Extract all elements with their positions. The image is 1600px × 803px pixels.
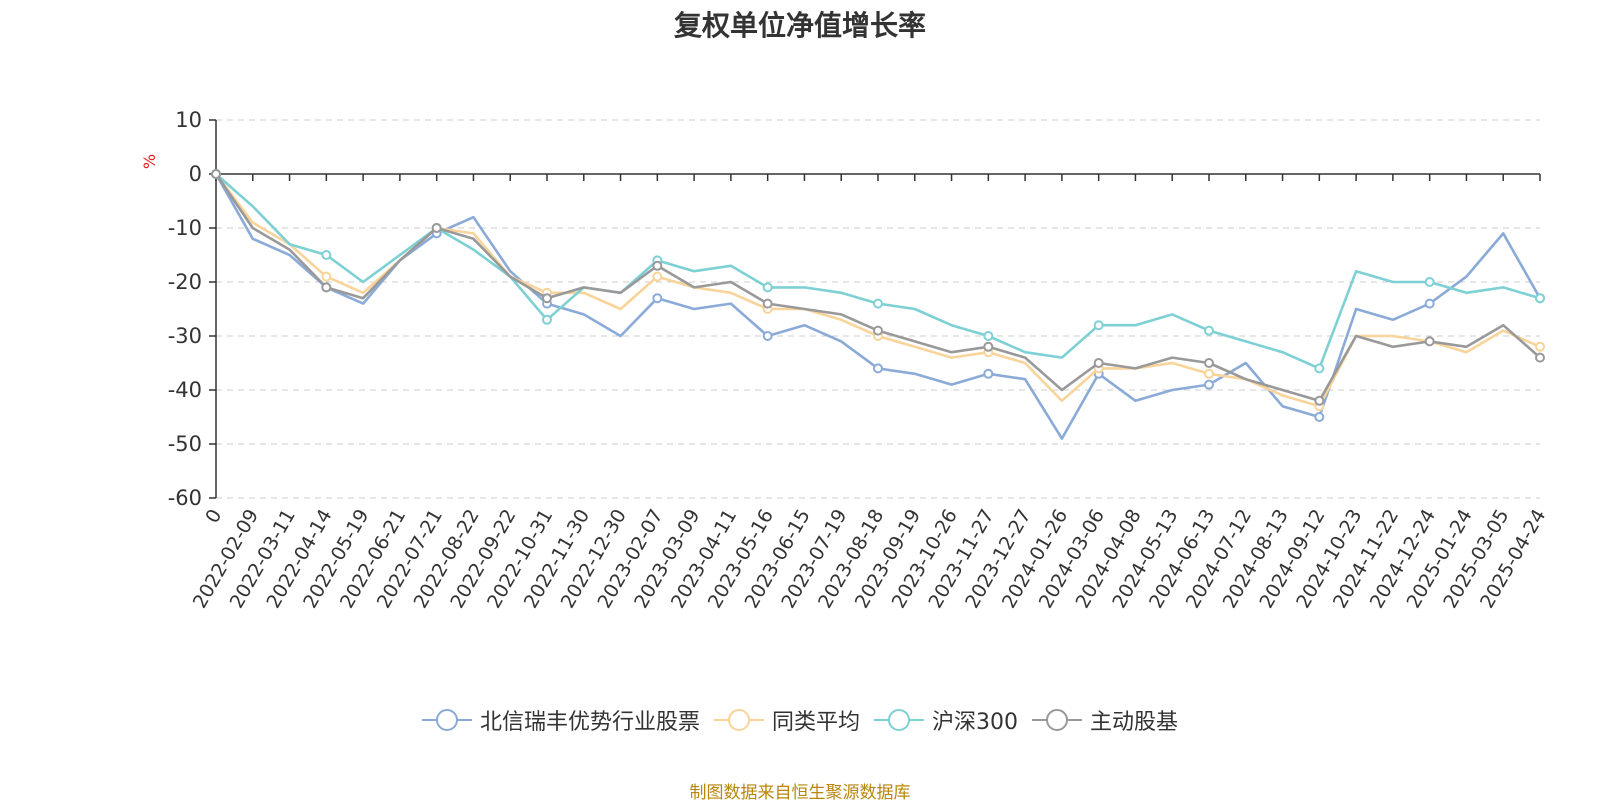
series-3-point-24 [1093, 358, 1104, 368]
series-0-point-27 [1204, 379, 1214, 390]
legend-swatch-icon [713, 709, 764, 731]
y-tick-label-2: -10 [168, 216, 202, 240]
x-tick-label-0: 0 [201, 506, 226, 527]
series-1-point-27 [1204, 368, 1214, 379]
series-2-point-36 [1535, 293, 1545, 304]
series-2-point-27 [1204, 325, 1214, 336]
y-tick-label-0: 10 [175, 108, 202, 132]
legend-swatch-marker [888, 709, 910, 731]
line-chart: 100-10-20-30-40-50-6002022-02-092022-03-… [168, 108, 1551, 612]
series-3-point-36 [1535, 352, 1545, 363]
series-0-point-12 [652, 293, 663, 304]
series-3-point-12 [652, 260, 663, 271]
legend-swatch-marker [727, 709, 750, 731]
series-2-point-15 [762, 282, 773, 293]
series-1-point-36 [1535, 341, 1545, 352]
series-2-point-3 [321, 250, 332, 260]
series-0-point-30 [1314, 412, 1325, 422]
y-tick-label-4: -30 [168, 324, 202, 348]
legend-swatch-marker [435, 709, 458, 731]
series-2-point-18 [873, 298, 883, 309]
series-lines [211, 169, 1545, 440]
legend: 北信瑞丰优势行业股票 同类平均 沪深300 主动股基 [0, 700, 1600, 740]
series-3-point-33 [1424, 336, 1435, 347]
series-3-point-15 [762, 298, 773, 309]
series-3-point-18 [873, 325, 883, 336]
y-tick-label-5: -40 [168, 378, 202, 402]
legend-item-0[interactable]: 北信瑞丰优势行业股票 [421, 704, 700, 736]
series-3-point-6 [431, 223, 442, 233]
series-1-point-12 [652, 271, 663, 282]
y-tick-label-1: 0 [189, 162, 202, 186]
series-2-point-9 [542, 314, 552, 325]
series-3-point-30 [1314, 395, 1325, 406]
legend-swatch-marker [1046, 709, 1068, 731]
legend-item-3[interactable]: 主动股基 [1032, 704, 1178, 736]
legend-label: 沪深300 [932, 710, 1018, 735]
data-source-note: 制图数据来自恒生聚源数据库 [689, 783, 911, 803]
series-1-point-3 [321, 271, 332, 282]
legend-swatch-icon [421, 709, 472, 731]
series-2-point-24 [1093, 320, 1104, 331]
legend-item-2[interactable]: 沪深300 [874, 704, 1018, 736]
y-tick-label-6: -50 [168, 432, 202, 456]
series-3-point-27 [1204, 358, 1214, 368]
legend-label: 北信瑞丰优势行业股票 [479, 710, 700, 735]
legend-label: 主动股基 [1090, 710, 1179, 735]
legend-swatch-icon [1032, 709, 1082, 731]
series-2-point-30 [1314, 363, 1325, 374]
legend-label: 同类平均 [771, 710, 860, 735]
series-3-point-9 [542, 293, 552, 304]
series-0-point-18 [873, 363, 883, 374]
series-2-point-33 [1424, 277, 1435, 287]
series-3-point-3 [321, 282, 332, 293]
legend-swatch-icon [874, 709, 924, 731]
y-tick-label-7: -60 [168, 486, 202, 510]
axes [209, 119, 1541, 499]
series-0-point-15 [762, 331, 773, 341]
chart-title: 复权单位净值增长率 [673, 9, 926, 42]
y-tick-label-3: -20 [168, 270, 202, 294]
legend-item-1[interactable]: 同类平均 [713, 704, 860, 736]
series-0-point-33 [1424, 298, 1435, 309]
series-3-point-21 [983, 341, 994, 352]
series-3-point-0 [211, 169, 221, 179]
series-0-point-21 [983, 368, 994, 379]
series-2-point-21 [983, 331, 994, 341]
